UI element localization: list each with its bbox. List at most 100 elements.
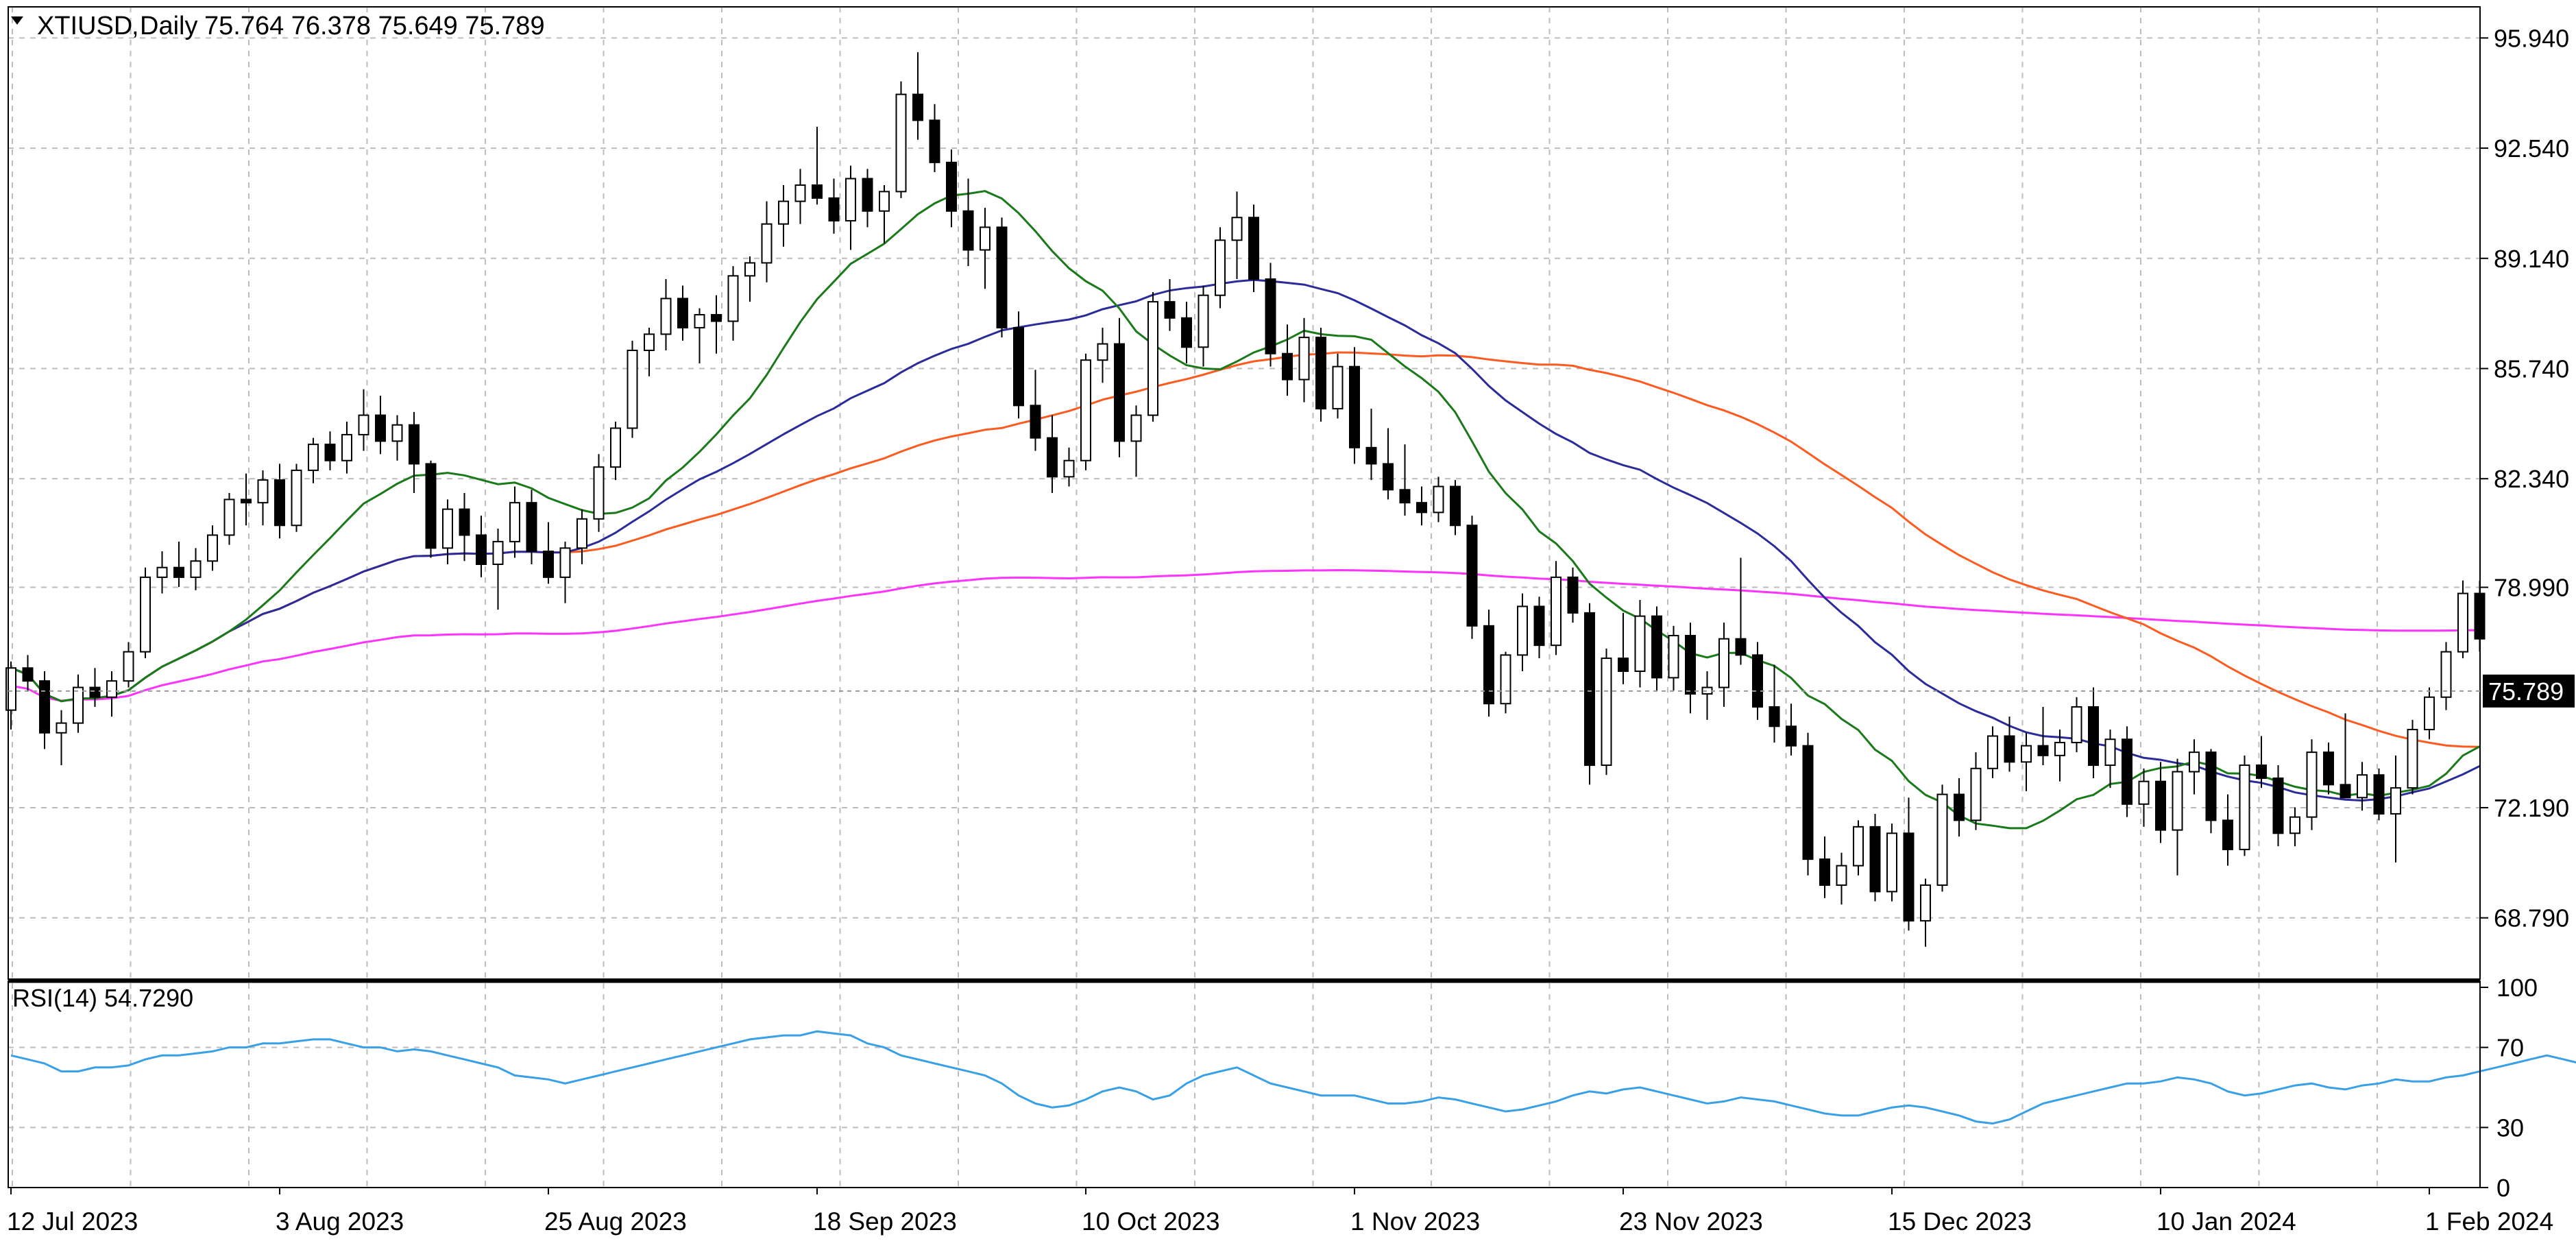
candle	[660, 279, 672, 351]
price-panel-border	[8, 6, 2481, 980]
candle	[2407, 719, 2418, 795]
candle-body	[1265, 278, 1276, 354]
candle-body	[1466, 525, 1478, 627]
candle-body	[1634, 615, 1646, 672]
candle-body	[1047, 437, 1058, 478]
candle-body	[1517, 605, 1528, 656]
candle	[1517, 593, 1528, 671]
candle-body	[1416, 502, 1427, 514]
candle	[1097, 327, 1108, 383]
candle-body	[559, 547, 571, 578]
candle-body	[2289, 816, 2300, 834]
candle	[140, 567, 151, 659]
candle-body	[173, 566, 184, 578]
candle	[1047, 415, 1058, 493]
candle-body	[1735, 638, 1747, 656]
price-tick-label: 92.540	[2494, 134, 2569, 162]
candle-body	[1802, 745, 1814, 860]
candle-body	[962, 210, 974, 251]
candle	[627, 340, 638, 438]
candle	[156, 551, 168, 594]
price-tick-label: 72.190	[2494, 794, 2569, 822]
candle-body	[1567, 576, 1579, 614]
candle	[1567, 567, 1579, 623]
candle	[828, 178, 840, 234]
candle	[56, 710, 67, 766]
collapse-triangle-icon[interactable]	[11, 16, 23, 25]
candle	[2054, 730, 2065, 782]
candle-body	[2189, 751, 2200, 773]
price-tick-label: 82.340	[2494, 465, 2569, 493]
candle-body	[1030, 405, 1041, 439]
candle	[2088, 687, 2099, 778]
candle-body	[1282, 352, 1293, 381]
candle-body	[476, 534, 487, 565]
candle	[1433, 477, 1444, 522]
candle-body	[308, 444, 319, 471]
candle	[1315, 327, 1326, 422]
x-tick-label: 25 Aug 2023	[544, 1207, 687, 1236]
candle	[1853, 820, 1864, 876]
candle-body	[106, 680, 117, 698]
candle-body	[257, 479, 269, 504]
candle	[1903, 797, 1915, 931]
rsi-indicator-label: RSI(14) 54.7290	[12, 984, 193, 1012]
candle	[1013, 311, 1024, 419]
candle	[1920, 878, 1931, 947]
candle	[358, 389, 369, 451]
price-tick-label: 68.790	[2494, 904, 2569, 932]
candle-body	[1164, 301, 1176, 319]
candle	[1869, 813, 1881, 902]
candle-body	[1013, 326, 1024, 407]
candle	[2222, 794, 2233, 866]
candle	[476, 516, 487, 577]
candle-body	[1936, 793, 1948, 886]
candle	[1936, 784, 1948, 892]
header-timeframe: Daily	[140, 12, 197, 40]
candle-body	[694, 314, 705, 328]
candle	[341, 422, 352, 474]
candle	[2189, 739, 2200, 795]
candle-body	[2390, 787, 2401, 815]
candle-body	[593, 466, 605, 520]
candle-body	[358, 414, 369, 435]
candle-body	[2021, 745, 2032, 763]
candle-body	[526, 502, 537, 553]
candle-body	[2155, 780, 2166, 831]
candle	[2323, 742, 2334, 795]
candle-body	[2104, 738, 2116, 767]
candle	[291, 464, 302, 532]
candle-body	[223, 498, 235, 536]
candle	[1701, 671, 1713, 720]
candle	[980, 208, 991, 289]
price-tick-label: 89.140	[2494, 245, 2569, 273]
candle-body	[2256, 765, 2267, 779]
candle	[1383, 428, 1394, 500]
candle-body	[2122, 738, 2133, 805]
candle-body	[1685, 634, 1696, 695]
candle-body	[644, 333, 655, 352]
candle	[1332, 353, 1344, 419]
candle	[308, 437, 319, 483]
candle-body	[576, 518, 587, 549]
candle	[1634, 599, 1646, 688]
candle-body	[156, 566, 168, 578]
candle-body	[425, 463, 437, 549]
candle-body	[946, 161, 957, 212]
candle-body	[241, 498, 252, 504]
candle-body	[1987, 735, 1998, 769]
candle-body	[845, 178, 856, 221]
candle-body	[2407, 729, 2418, 789]
candle	[459, 493, 470, 562]
candle-body	[459, 508, 470, 536]
candle-body	[2088, 706, 2099, 767]
candle	[1718, 623, 1729, 707]
candle-body	[1970, 767, 1982, 821]
candle	[274, 464, 285, 539]
moving-averages	[10, 190, 2481, 830]
candle	[812, 126, 823, 205]
candle-body	[980, 226, 991, 251]
price-tick-label: 85.740	[2494, 354, 2569, 383]
candle-body	[391, 424, 403, 442]
candle-body	[794, 184, 806, 202]
